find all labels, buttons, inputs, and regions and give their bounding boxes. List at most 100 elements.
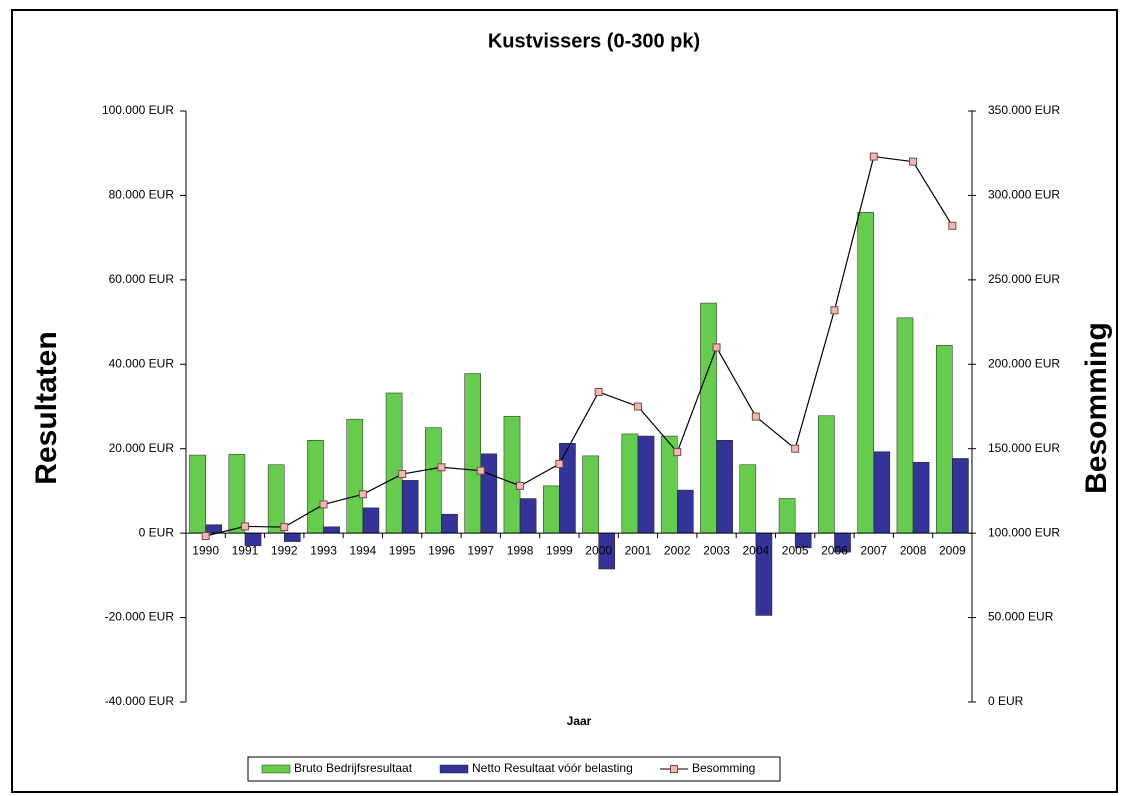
line-marker — [594, 387, 603, 396]
x-tick-label: 2005 — [782, 543, 809, 557]
bar — [267, 464, 285, 534]
line-marker — [751, 412, 760, 421]
y2-tick-label: 300.000 EUR — [988, 188, 1060, 202]
legend-swatch — [670, 765, 678, 773]
y-tick-label: -20.000 EUR — [105, 610, 175, 624]
bar — [480, 453, 498, 534]
bar — [323, 526, 340, 534]
bar — [935, 345, 953, 534]
line-marker — [201, 532, 210, 541]
bar — [464, 373, 481, 534]
bar — [346, 418, 364, 534]
bar — [425, 427, 442, 534]
x-tick-label: 2001 — [625, 543, 652, 557]
bar — [952, 458, 969, 534]
y2-tick-label: 250.000 EUR — [988, 272, 1060, 286]
line-marker — [869, 152, 878, 161]
line-marker — [437, 463, 446, 472]
y2-tick-label: 50.000 EUR — [988, 610, 1054, 624]
y2-tick-label: 0 EUR — [988, 694, 1024, 708]
x-tick-label: 1999 — [546, 543, 573, 557]
x-tick-label: 1990 — [192, 543, 219, 557]
y-tick-label: -40.000 EUR — [105, 694, 175, 708]
x-tick-label: 2002 — [664, 543, 691, 557]
y-tick-label: 0 EUR — [139, 525, 175, 539]
bar — [700, 302, 717, 534]
x-tick-label: 2006 — [821, 543, 848, 557]
line-marker — [476, 466, 485, 475]
line-marker — [673, 448, 682, 457]
y2-tick-label: 150.000 EUR — [988, 441, 1060, 455]
x-tick-label: 1991 — [232, 543, 259, 557]
legend — [247, 756, 781, 782]
x-tick-label: 2000 — [585, 543, 612, 557]
line-marker — [555, 459, 564, 468]
y2-axis-title: Besomming — [1080, 322, 1113, 494]
bar — [542, 485, 560, 534]
bar — [284, 532, 301, 542]
line-marker — [948, 221, 957, 230]
bar — [637, 435, 655, 534]
x-tick-label: 2007 — [860, 543, 887, 557]
y-axis-title: Resultaten — [30, 331, 63, 484]
bar — [503, 415, 521, 534]
x-tick-label: 1994 — [349, 543, 376, 557]
bar — [385, 392, 403, 534]
bar — [441, 513, 458, 534]
line — [205, 155, 953, 537]
bar — [818, 415, 835, 534]
bar — [559, 442, 576, 534]
legend-label: Besomming — [692, 761, 755, 775]
x-tick-label: 1993 — [310, 543, 337, 557]
bar — [896, 317, 914, 534]
bar — [401, 480, 419, 534]
bar — [857, 212, 875, 534]
y2-tick-label: 100.000 EUR — [988, 525, 1060, 539]
x-tick-label: 1995 — [389, 543, 416, 557]
x-tick-label: 1992 — [271, 543, 298, 557]
line-marker — [712, 343, 721, 352]
line-marker — [791, 444, 800, 453]
bar — [189, 454, 206, 534]
bar — [739, 464, 757, 534]
line-marker — [240, 522, 249, 531]
y2-tick-label: 200.000 EUR — [988, 356, 1060, 370]
line-marker — [319, 500, 328, 509]
frame — [11, 9, 1118, 793]
x-tick-label: 2003 — [703, 543, 730, 557]
legend-swatch — [261, 764, 291, 774]
y-tick-label: 60.000 EUR — [109, 272, 175, 286]
x-tick-label: 2009 — [939, 543, 966, 557]
y-tick-label: 20.000 EUR — [109, 441, 175, 455]
line-marker — [516, 481, 525, 490]
line-marker — [830, 306, 839, 315]
chart-title: Kustvissers (0-300 pk) — [488, 30, 700, 52]
y2-tick-label: 350.000 EUR — [988, 103, 1060, 117]
line-marker — [633, 402, 642, 411]
legend-label: Bruto Bedrijfsresultaat — [294, 761, 413, 775]
bar — [716, 440, 733, 534]
bar — [912, 461, 930, 534]
y-tick-label: 100.000 EUR — [102, 103, 174, 117]
legend-swatch — [439, 764, 469, 774]
bar — [228, 453, 246, 534]
line-marker — [280, 523, 289, 532]
bar — [582, 455, 599, 534]
line-marker — [358, 490, 367, 499]
x-tick-label: 2004 — [742, 543, 769, 557]
y-tick-label: 80.000 EUR — [109, 188, 175, 202]
line-marker — [398, 470, 407, 479]
bar — [621, 433, 639, 534]
bar — [873, 451, 891, 534]
y-tick-label: 40.000 EUR — [109, 356, 175, 370]
bar — [362, 507, 380, 534]
bar — [205, 524, 223, 534]
line-marker — [909, 157, 918, 166]
legend-label: Netto Resultaat vóór belasting — [472, 761, 633, 775]
bar — [519, 498, 537, 534]
x-tick-label: 2008 — [900, 543, 927, 557]
x-tick-label: 1996 — [428, 543, 455, 557]
x-axis-title: Jaar — [567, 714, 592, 728]
bar — [677, 489, 694, 534]
